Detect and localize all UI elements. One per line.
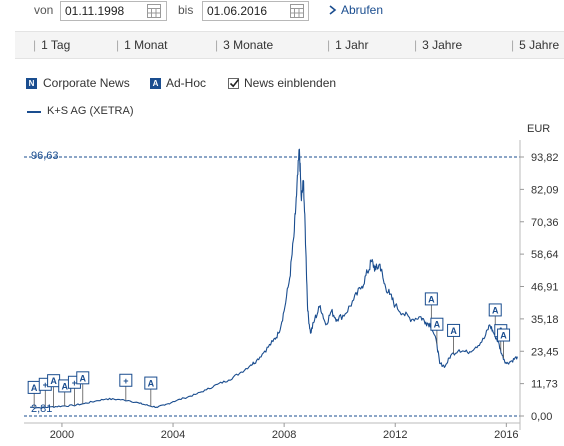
x-tick-label: 2000: [50, 429, 74, 441]
y-tick-label: 82,09: [531, 184, 559, 196]
show-news-label[interactable]: News einblenden: [244, 76, 337, 90]
series-legend-label: K+S AG (XETRA): [47, 105, 134, 117]
y-tick-label: 11,73: [531, 379, 558, 391]
arrow-right-icon: [329, 5, 337, 15]
y-tick-label: 46,91: [531, 282, 559, 294]
news-marker-label: A: [148, 379, 155, 389]
news-marker-label: A: [500, 331, 507, 341]
series-line: [29, 148, 518, 409]
x-tick-label: 2008: [272, 429, 296, 441]
news-marker-label: +: [43, 380, 48, 390]
news-marker-box: [76, 371, 90, 385]
news-marker-box: [497, 328, 511, 342]
y-axis-unit: EUR: [527, 123, 550, 135]
news-marker-box: [430, 317, 444, 331]
max-value-label: 96,63: [31, 150, 59, 162]
news-marker-box: [144, 376, 158, 390]
y-tick-label: 58,64: [531, 249, 559, 261]
y-tick-label: 93,82: [531, 152, 559, 164]
news-marker-box: [119, 373, 133, 387]
news-marker-label: +: [72, 378, 77, 388]
news-marker-label: A: [50, 376, 57, 386]
range-label: 3 Jahre: [422, 38, 463, 52]
series-legend-swatch: [27, 111, 41, 113]
news-marker-label: +: [123, 376, 128, 386]
news-marker-box: [488, 303, 502, 317]
y-tick-label: 23,45: [531, 346, 559, 358]
corporate-news-label[interactable]: Corporate News: [43, 76, 130, 90]
to-date-input[interactable]: 01.06.2016: [202, 1, 309, 21]
news-marker-label: A: [450, 326, 457, 336]
range-3-years[interactable]: | 3 Jahre: [414, 38, 463, 52]
from-date-input[interactable]: 01.11.1998: [60, 1, 167, 21]
from-label: von: [34, 3, 54, 17]
range-selector: | 1 Tag | 1 Monat | 3 Monate | 1 Jahr | 3 Jah…: [15, 31, 564, 59]
range-label: 1 Jahr: [335, 38, 369, 52]
news-marker-label: A: [31, 383, 38, 393]
y-tick-label: 0,00: [531, 411, 552, 423]
news-marker-label: A: [492, 305, 499, 315]
news-marker-label: A: [434, 320, 441, 330]
x-tick-label: 2004: [161, 429, 185, 441]
news-marker-label: A: [61, 381, 68, 391]
news-marker-box: [447, 323, 461, 337]
range-label: 1 Tag: [41, 38, 71, 52]
y-tick-label: 35,18: [531, 314, 559, 326]
x-tick-label: 2016: [494, 429, 518, 441]
adhoc-label[interactable]: Ad-Hoc: [166, 76, 207, 90]
range-label: 1 Monat: [124, 38, 168, 52]
range-1-month[interactable]: | 1 Monat: [116, 38, 168, 52]
adhoc-badge: A: [150, 78, 161, 89]
range-label: 3 Monate: [223, 38, 274, 52]
news-marker-label: A: [80, 373, 87, 383]
x-tick-label: 2012: [383, 429, 407, 441]
min-value-label: 2,81: [31, 403, 52, 415]
news-marker-box: [424, 292, 438, 306]
range-label: 5 Jahre: [519, 38, 560, 52]
y-tick-label: 70,36: [531, 217, 559, 229]
calendar-icon[interactable]: [290, 4, 304, 18]
submit-link[interactable]: Abrufen: [341, 3, 384, 17]
range-1-day[interactable]: | 1 Tag: [33, 38, 71, 52]
to-label: bis: [178, 3, 194, 17]
range-3-months[interactable]: | 3 Monate: [215, 38, 274, 52]
corporate-news-badge: N: [26, 78, 37, 89]
calendar-icon[interactable]: [147, 4, 161, 18]
range-5-years[interactable]: | 5 Jahre: [511, 38, 560, 52]
news-marker-label: A: [428, 294, 435, 304]
checkmark-icon: [229, 79, 240, 88]
show-news-checkbox[interactable]: [228, 78, 240, 89]
range-1-year[interactable]: | 1 Jahr: [327, 38, 369, 52]
